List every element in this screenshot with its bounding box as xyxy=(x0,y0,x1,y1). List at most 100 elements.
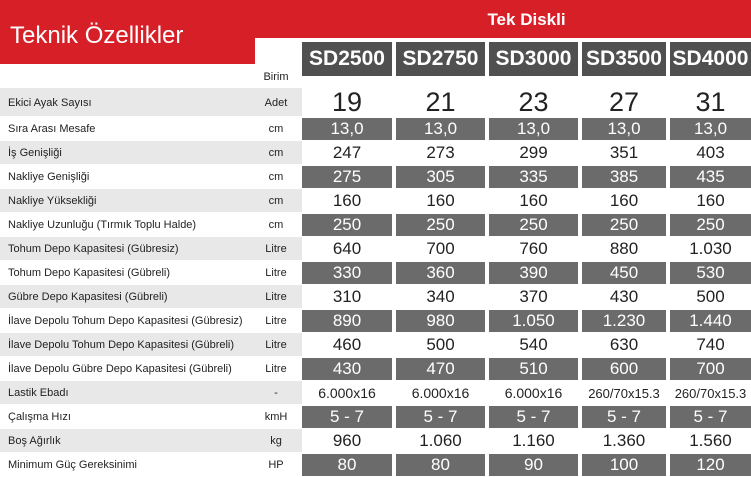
row-stripe xyxy=(0,88,302,116)
value-cell: 260/70x15.3 xyxy=(674,385,747,401)
row-stripe xyxy=(0,189,302,212)
row-stripe xyxy=(0,117,302,140)
value-cell: 460 xyxy=(332,335,362,354)
value-cell: 250 xyxy=(302,214,392,236)
value-cell: 890 xyxy=(302,310,392,332)
row-unit: Litre xyxy=(265,363,287,375)
row-unit: cm xyxy=(268,195,284,207)
value-cell: 1.440 xyxy=(670,310,751,332)
row-stripe xyxy=(0,357,302,380)
row-unit: Litre xyxy=(265,243,287,255)
value-cell: 530 xyxy=(670,262,751,284)
value-cell: 13,0 xyxy=(582,118,666,140)
row-label: Nakliye Yüksekliği xyxy=(8,195,97,207)
value-cell: 1.050 xyxy=(489,310,578,332)
row-stripe xyxy=(0,381,302,404)
value-cell: 430 xyxy=(302,358,392,380)
model-header: SD2500 xyxy=(302,42,392,76)
value-cell: 90 xyxy=(489,454,578,476)
row-unit: cm xyxy=(268,147,284,159)
value-cell: 385 xyxy=(582,166,666,188)
row-label: Gübre Depo Kapasitesi (Gübreli) xyxy=(8,291,168,303)
value-cell: 980 xyxy=(396,310,485,332)
row-label: Ekici Ayak Sayısı xyxy=(8,96,92,109)
value-cell: 1.360 xyxy=(602,431,646,450)
row-label: İş Genişliği xyxy=(8,147,62,159)
row-label: İlave Depolu Tohum Depo Kapasitesi (Gübr… xyxy=(8,339,235,351)
value-cell: 21 xyxy=(425,87,456,117)
row-unit: Litre xyxy=(265,315,287,327)
value-cell: 351 xyxy=(609,143,639,162)
group-title: Tek Diskli xyxy=(487,10,566,29)
value-cell: 13,0 xyxy=(302,118,392,140)
value-cell: 360 xyxy=(396,262,485,284)
row-unit: Litre xyxy=(265,291,287,303)
value-cell: 760 xyxy=(519,239,548,258)
value-cell: 630 xyxy=(609,335,639,354)
value-cell: 470 xyxy=(396,358,485,380)
value-cell: 1.060 xyxy=(419,431,462,450)
row-label: Boş Ağırlık xyxy=(8,435,61,447)
value-cell: 120 xyxy=(670,454,751,476)
value-cell: 600 xyxy=(582,358,666,380)
row-unit: cm xyxy=(268,171,284,183)
value-cell: 1.230 xyxy=(582,310,666,332)
row-stripe xyxy=(0,453,302,476)
value-cell: 13,0 xyxy=(396,118,485,140)
value-cell: 1.160 xyxy=(512,431,555,450)
value-cell: 160 xyxy=(609,191,639,210)
row-stripe xyxy=(0,261,302,284)
value-cell: 260/70x15.3 xyxy=(588,385,660,401)
value-cell: 250 xyxy=(489,214,578,236)
model-header: SD3500 xyxy=(582,42,666,76)
value-cell: 5 - 7 xyxy=(396,406,485,428)
value-cell: 6.000x16 xyxy=(318,385,376,401)
value-cell: 370 xyxy=(519,287,548,306)
value-cell: 1.560 xyxy=(689,431,732,450)
row-stripe xyxy=(0,405,302,428)
row-label: Tohum Depo Kapasitesi (Gübreli) xyxy=(8,267,171,279)
row-unit: kg xyxy=(270,435,282,447)
row-stripe xyxy=(0,213,302,236)
value-cell: 27 xyxy=(608,87,640,117)
value-cell: 6.000x16 xyxy=(504,385,563,401)
value-cell: 390 xyxy=(489,262,578,284)
row-stripe xyxy=(0,333,302,356)
row-label: Nakliye Genişliği xyxy=(8,171,90,183)
value-cell: 31 xyxy=(695,87,726,117)
value-cell: 273 xyxy=(426,143,455,162)
row-label: İlave Depolu Gübre Depo Kapasitesi (Gübr… xyxy=(8,363,232,375)
value-cell: 160 xyxy=(332,191,362,210)
row-unit: Adet xyxy=(264,96,288,109)
value-cell: 640 xyxy=(332,239,362,258)
value-cell: 880 xyxy=(609,239,639,258)
row-label: Lastik Ebadı xyxy=(8,387,69,399)
row-unit: cm xyxy=(268,123,284,135)
row-stripe xyxy=(0,141,302,164)
row-label: Tohum Depo Kapasitesi (Gübresiz) xyxy=(8,243,179,255)
row-unit: Litre xyxy=(265,267,287,279)
value-cell: 160 xyxy=(519,191,548,210)
row-stripe xyxy=(0,285,302,308)
value-cell: 305 xyxy=(396,166,485,188)
value-cell: 330 xyxy=(302,262,392,284)
value-cell: 250 xyxy=(670,214,751,236)
value-cell: 5 - 7 xyxy=(302,406,392,428)
value-cell: 275 xyxy=(302,166,392,188)
row-label: Minimum Güç Gereksinimi xyxy=(8,459,137,471)
row-label: İlave Depolu Tohum Depo Kapasitesi (Gübr… xyxy=(8,315,243,327)
value-cell: 435 xyxy=(670,166,751,188)
value-cell: 960 xyxy=(332,431,362,450)
value-cell: 100 xyxy=(582,454,666,476)
value-cell: 23 xyxy=(518,87,549,117)
row-label: Sıra Arası Mesafe xyxy=(8,123,96,135)
row-stripe xyxy=(0,429,302,452)
value-cell: 80 xyxy=(396,454,485,476)
value-cell: 450 xyxy=(582,262,666,284)
value-cell: 500 xyxy=(426,335,455,354)
value-cell: 5 - 7 xyxy=(489,406,578,428)
value-cell: 510 xyxy=(489,358,578,380)
value-cell: 80 xyxy=(302,454,392,476)
value-cell: 160 xyxy=(426,191,455,210)
row-stripe xyxy=(0,165,302,188)
